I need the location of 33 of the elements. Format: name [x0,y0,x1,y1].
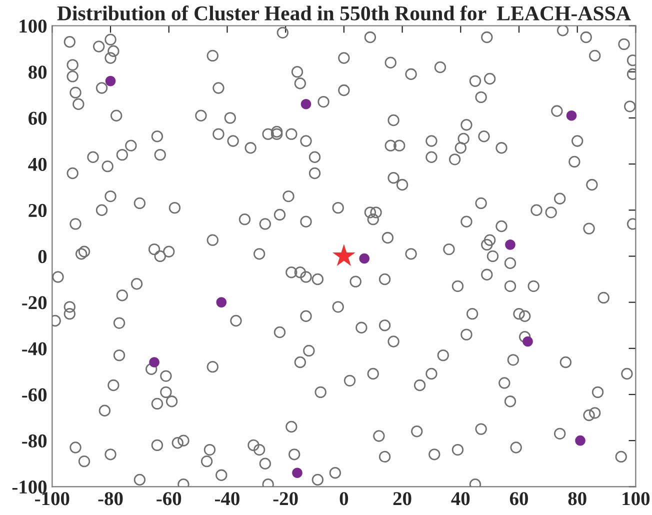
point [575,435,586,446]
y-tick-label: 100 [20,20,47,33]
point [505,240,516,250]
y-tick-label: 0 [38,250,47,264]
point [522,336,533,347]
chart-title: Distribution of Cluster Head in 550th Round for LEACH-ASSA [57,6,631,20]
x-tick-label: 40 [451,492,470,506]
point [292,468,302,478]
x-tick-label: 0 [340,492,348,506]
x-tick-label: -60 [156,492,182,506]
x-tick-label: -20 [273,492,298,506]
y-tick-label: -20 [22,296,47,310]
x-tick-label: -40 [214,492,240,506]
y-tick-label: -60 [22,388,47,402]
y-tick-label: 60 [28,112,47,125]
y-tick-label: 80 [28,66,47,79]
point [149,357,160,368]
y-tick-label: -100 [12,480,47,494]
x-tick-label: 60 [510,492,528,506]
y-tick-label: -40 [22,342,47,356]
point [300,98,312,110]
point [105,76,116,86]
point [566,110,577,121]
point [332,244,356,266]
point [359,253,370,264]
x-tick-label: -80 [98,492,123,506]
y-tick-label: 20 [28,204,47,218]
y-tick-label: 40 [28,158,47,171]
x-tick-label: 20 [393,492,412,506]
y-tick-label: -80 [22,434,47,448]
x-tick-label: 100 [622,492,650,506]
point [216,297,227,308]
x-tick-label: 80 [568,492,586,506]
